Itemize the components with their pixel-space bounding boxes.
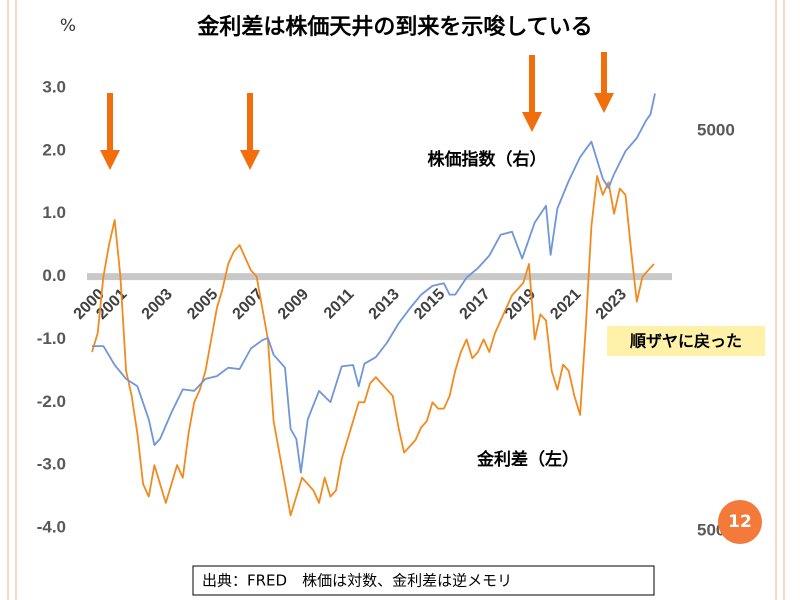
arrows (100, 52, 614, 170)
y-tick-label: 3.0 (42, 77, 66, 96)
series-line (92, 93, 656, 474)
arrow-head (240, 150, 260, 170)
arrow-head (522, 112, 542, 132)
y-tick-label: -2.0 (37, 392, 66, 411)
page-badge (718, 500, 762, 544)
arrow-head (594, 93, 614, 113)
y-tick-label: -1.0 (37, 329, 66, 348)
annotation-bg (607, 326, 765, 356)
chart-title: 金利差は株価天井の到来を示唆している (196, 14, 592, 40)
unit-label: % (60, 16, 76, 36)
y-tick-label: 1.0 (42, 203, 66, 222)
y2-tick-label: 5000 (697, 120, 735, 139)
arrow-shaft (247, 93, 253, 151)
arrow-head (100, 150, 120, 170)
annotation: 順ザヤに戻った (629, 332, 742, 351)
series-line (91, 175, 655, 517)
y-tick-label: -4.0 (37, 517, 66, 536)
source-box (192, 565, 655, 596)
arrow-shaft (529, 55, 535, 113)
series-label: 株価指数（右） (428, 149, 547, 170)
arrow-shaft (107, 93, 113, 151)
arrow-shaft (601, 52, 607, 94)
source: 出典：FRED 株価は対数、金利差は逆メモリ (202, 572, 512, 590)
y-tick-label: 2.0 (42, 140, 66, 159)
y-tick-label: 0.0 (42, 266, 66, 285)
y-tick-label: -3.0 (37, 455, 66, 474)
series-label: 金利差（左） (476, 449, 579, 470)
page-number: 12 (728, 512, 752, 532)
